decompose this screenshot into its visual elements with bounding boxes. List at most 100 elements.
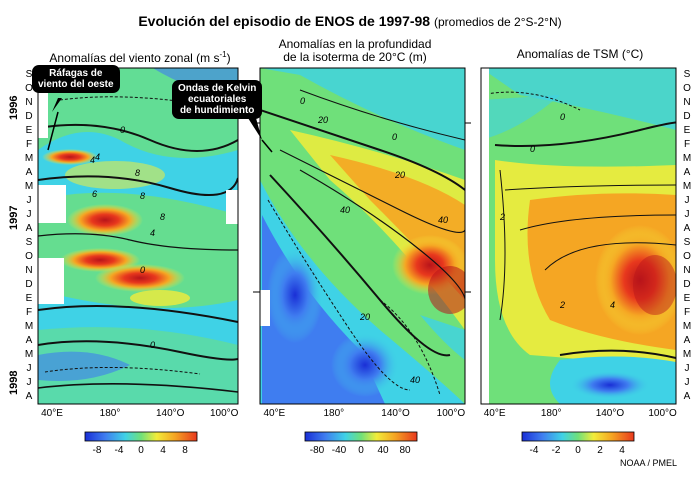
left-month-label: D: [25, 111, 33, 122]
contour-label: 2: [560, 300, 566, 310]
left-month-label: J: [26, 377, 32, 388]
credit-label: NOAA / PMEL: [620, 458, 678, 468]
right-month-label: E: [683, 293, 691, 304]
colorbar-tick-label: 2: [597, 445, 603, 456]
right-month-label: A: [683, 223, 691, 234]
x-tick-label: 180°: [323, 408, 345, 419]
contour-label: 4: [610, 300, 616, 310]
wind-callout-line: [47, 111, 59, 151]
x-tick-label: 140°O: [595, 408, 625, 419]
right-month-label: M: [682, 153, 692, 164]
sst-frame: [480, 67, 677, 405]
right-month-label: J: [684, 377, 690, 388]
left-month-label: J: [26, 209, 32, 220]
contour-label: 20: [395, 170, 406, 180]
sst-colorbar: [521, 431, 635, 442]
contour-label: 4: [90, 155, 96, 165]
wind-panel-title: Anomalías del viento zonal (m s-1): [30, 48, 250, 65]
contour-label: 20: [318, 115, 329, 125]
wind-frame: [37, 67, 239, 405]
kelvin-line3: de hundimiento: [179, 105, 255, 116]
year-label-1998: 1998: [8, 370, 20, 395]
kelvin-waves-callout: Ondas de Kelvin ecuatoriales de hundimie…: [172, 80, 263, 119]
left-month-label: F: [25, 139, 33, 150]
left-month-label: E: [25, 125, 33, 136]
right-month-label: S: [683, 237, 691, 248]
contour-label: 0: [560, 112, 566, 122]
sst-heatmap: [481, 68, 676, 404]
x-tick-label: 180°: [99, 408, 121, 419]
x-tick-label: 40°E: [263, 408, 286, 419]
sst-panel-title: Anomalías de TSM (°C): [470, 48, 690, 61]
right-month-label: A: [683, 335, 691, 346]
left-month-label: M: [24, 181, 34, 192]
wind-callout-pointer: [52, 98, 62, 112]
left-month-label: J: [26, 363, 32, 374]
left-month-label: O: [25, 83, 33, 94]
contour-label: 8: [140, 191, 146, 201]
colorbar-tick-label: -4: [529, 445, 539, 456]
right-month-label: A: [683, 167, 691, 178]
colorbar-tick-label: -40: [331, 445, 347, 456]
x-tick-label: 100°O: [648, 408, 677, 419]
colorbar-tick-label: -4: [114, 445, 124, 456]
depth-title-line1: Anomalías en la profundidad: [278, 37, 432, 51]
wind-heatmap: [38, 68, 238, 404]
right-month-label: N: [683, 265, 691, 276]
right-month-label: F: [683, 139, 691, 150]
contour-label: 8: [160, 212, 166, 222]
right-month-label: J: [684, 209, 690, 220]
contour-label: 0: [392, 132, 398, 142]
contour-label: 6: [92, 189, 98, 199]
depth-colorbar: [304, 431, 418, 442]
colorbar-tick-label: 0: [575, 445, 581, 456]
left-month-label: A: [25, 391, 33, 402]
left-month-label: N: [25, 265, 33, 276]
x-tick-label: 40°E: [483, 408, 506, 419]
colorbar-tick-label: -2: [551, 445, 561, 456]
left-month-label: D: [25, 279, 33, 290]
contour-label: 40: [438, 215, 449, 225]
contour-label: 0: [150, 340, 156, 350]
chart-title-main: Evolución del episodio de ENOS de 1997-9…: [138, 13, 431, 29]
colorbar-tick-label: 4: [619, 445, 625, 456]
left-month-label: S: [25, 69, 33, 80]
colorbar-tick-label: -80: [309, 445, 325, 456]
colorbar-tick-label: -8: [92, 445, 102, 456]
kelvin-line2: ecuatoriales: [187, 94, 247, 105]
chart-title: Evolución del episodio de ENOS de 1997-9…: [0, 13, 700, 29]
kelvin-callout-line: [261, 139, 273, 153]
right-month-label: M: [682, 181, 692, 192]
contour-label: 20: [360, 312, 371, 322]
depth-frame: [259, 67, 466, 405]
year-label-1996: 1996: [8, 95, 20, 120]
right-month-label: E: [683, 125, 691, 136]
year-label-1997: 1997: [8, 205, 20, 230]
sst-title-text: Anomalías de TSM (°C): [516, 47, 644, 61]
left-month-label: S: [25, 237, 33, 248]
contour-label: 0: [120, 125, 126, 135]
contour-label: 4: [150, 228, 156, 238]
depth-panel-title: Anomalías en la profundidad de la isoter…: [240, 38, 470, 64]
contour-label: 0: [140, 265, 146, 275]
right-month-label: J: [684, 363, 690, 374]
chart-subtitle: (promedios de 2°S-2°N): [434, 15, 562, 29]
right-month-label: A: [683, 391, 691, 402]
right-month-label: M: [682, 321, 692, 332]
right-month-label: F: [683, 307, 691, 318]
contour-label: 40: [340, 205, 351, 215]
left-month-label: A: [25, 335, 33, 346]
colorbar-tick-label: 4: [160, 445, 166, 456]
left-month-label: A: [25, 167, 33, 178]
right-month-label: N: [683, 97, 691, 108]
left-month-label: M: [24, 321, 34, 332]
wind-colorbar: [84, 431, 198, 442]
x-tick-label: 140°O: [156, 408, 185, 419]
right-month-label: O: [683, 83, 691, 94]
colorbar-tick-label: 8: [182, 445, 188, 456]
wind-title-end: ): [226, 51, 231, 65]
right-month-label: D: [683, 279, 691, 290]
contour-label: 40: [410, 375, 421, 385]
left-month-label: M: [24, 349, 34, 360]
